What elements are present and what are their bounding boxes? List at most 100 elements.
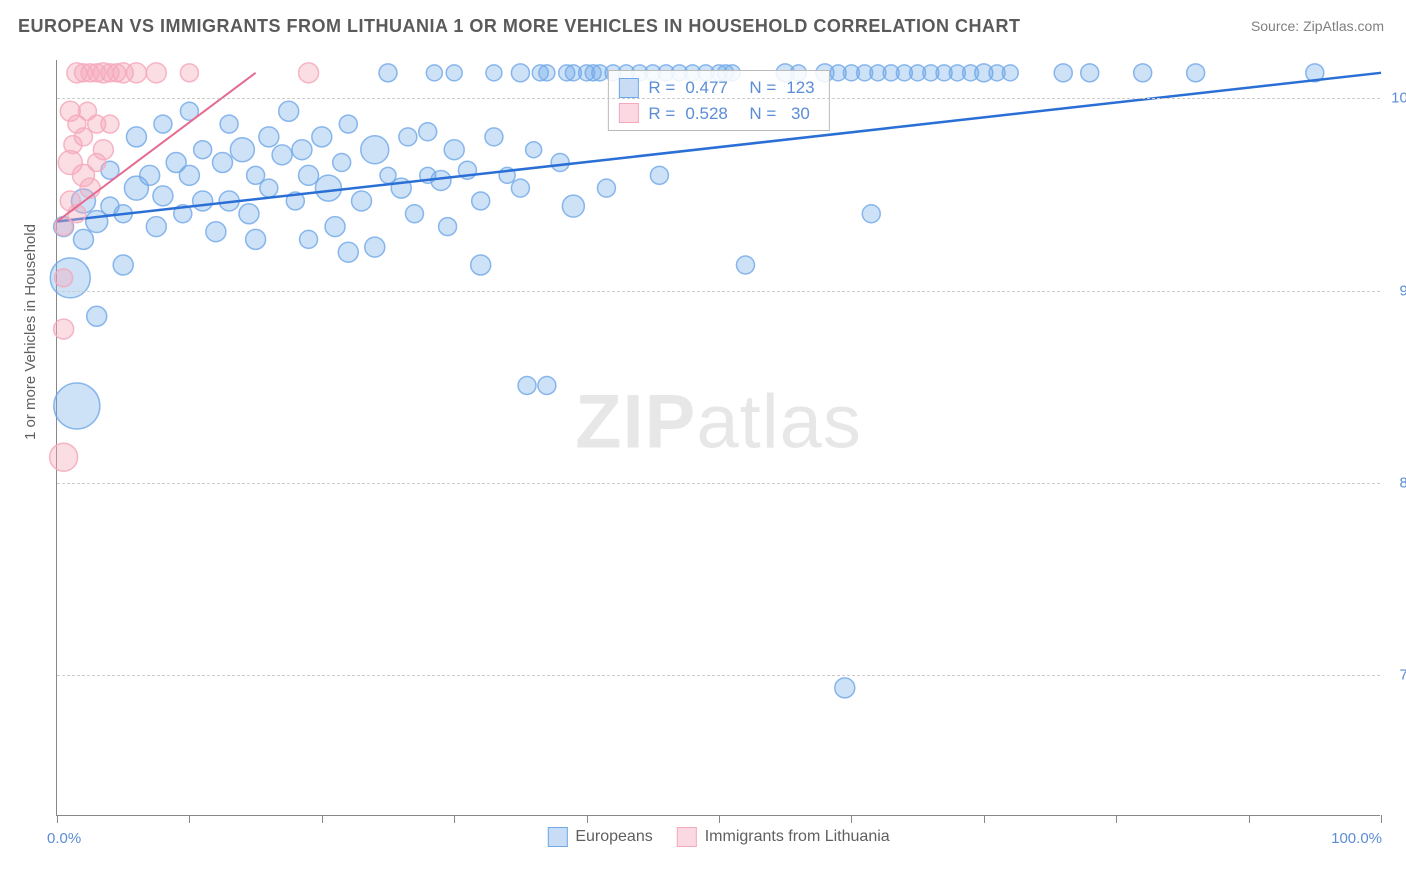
data-point bbox=[180, 64, 198, 82]
data-point bbox=[338, 242, 358, 262]
data-point bbox=[206, 222, 226, 242]
x-axis-tick bbox=[322, 815, 323, 823]
data-point bbox=[246, 229, 266, 249]
data-point bbox=[862, 205, 880, 223]
data-point bbox=[193, 191, 213, 211]
data-point bbox=[526, 142, 542, 158]
data-point bbox=[259, 127, 279, 147]
data-point bbox=[562, 195, 584, 217]
data-point bbox=[339, 115, 357, 133]
series-legend-item: Europeans bbox=[547, 827, 652, 847]
data-point bbox=[486, 65, 502, 81]
data-point bbox=[315, 175, 341, 201]
x-axis-tick bbox=[1116, 815, 1117, 823]
data-point bbox=[539, 65, 555, 81]
data-point bbox=[379, 64, 397, 82]
x-axis-tick bbox=[454, 815, 455, 823]
x-axis-label-max: 100.0% bbox=[1331, 830, 1382, 847]
data-point bbox=[113, 255, 133, 275]
stats-legend: R = 0.477 N = 123R =0.528N = 30 bbox=[607, 70, 829, 131]
y-axis-tick-label: 92.5% bbox=[1399, 282, 1406, 299]
data-point bbox=[472, 192, 490, 210]
data-point bbox=[239, 204, 259, 224]
data-point bbox=[333, 154, 351, 172]
data-point bbox=[55, 269, 73, 287]
data-point bbox=[1134, 64, 1152, 82]
n-value: 30 bbox=[786, 101, 810, 127]
data-point bbox=[126, 63, 146, 83]
legend-swatch bbox=[677, 827, 697, 847]
n-label: N = bbox=[749, 101, 776, 127]
y-axis-tick-label: 77.5% bbox=[1399, 667, 1406, 684]
data-point bbox=[361, 136, 389, 164]
data-point bbox=[736, 256, 754, 274]
series-legend-item: Immigrants from Lithuania bbox=[677, 827, 890, 847]
data-point bbox=[230, 138, 254, 162]
data-point bbox=[260, 179, 278, 197]
legend-swatch bbox=[618, 103, 638, 123]
data-point bbox=[1187, 64, 1205, 82]
data-point bbox=[835, 678, 855, 698]
data-point bbox=[365, 237, 385, 257]
x-axis-tick bbox=[719, 815, 720, 823]
x-axis-tick bbox=[189, 815, 190, 823]
chart-area: ZIPatlas R =0.477N =123R =0.528N = 30 0.… bbox=[56, 60, 1380, 816]
data-point bbox=[126, 127, 146, 147]
data-point bbox=[471, 255, 491, 275]
series-legend-label: Immigrants from Lithuania bbox=[705, 828, 890, 846]
chart-title: EUROPEAN VS IMMIGRANTS FROM LITHUANIA 1 … bbox=[18, 16, 1021, 37]
data-point bbox=[485, 128, 503, 146]
data-point bbox=[538, 376, 556, 394]
y-axis-tick-label: 85.0% bbox=[1399, 474, 1406, 491]
y-axis-title: 1 or more Vehicles in Household bbox=[22, 224, 39, 440]
x-axis-tick bbox=[57, 815, 58, 823]
data-point bbox=[597, 179, 615, 197]
data-point bbox=[93, 140, 113, 160]
data-point bbox=[179, 165, 199, 185]
stats-legend-row: R =0.477N =123 bbox=[618, 75, 814, 101]
data-point bbox=[511, 64, 529, 82]
data-point bbox=[431, 170, 451, 190]
plot-svg bbox=[57, 60, 1380, 815]
x-axis-tick bbox=[984, 815, 985, 823]
x-axis-tick bbox=[851, 815, 852, 823]
series-legend-label: Europeans bbox=[575, 828, 652, 846]
data-point bbox=[146, 63, 166, 83]
source-label: Source: ZipAtlas.com bbox=[1251, 18, 1384, 34]
data-point bbox=[292, 140, 312, 160]
data-point bbox=[300, 230, 318, 248]
data-point bbox=[194, 141, 212, 159]
data-point bbox=[220, 115, 238, 133]
data-point bbox=[213, 153, 233, 173]
r-label: R = bbox=[648, 75, 675, 101]
data-point bbox=[1002, 65, 1018, 81]
gridline bbox=[57, 675, 1380, 676]
data-point bbox=[272, 145, 292, 165]
n-value: 123 bbox=[786, 75, 814, 101]
gridline bbox=[57, 291, 1380, 292]
data-point bbox=[312, 127, 332, 147]
chart-container: EUROPEAN VS IMMIGRANTS FROM LITHUANIA 1 … bbox=[0, 0, 1406, 892]
data-point bbox=[551, 154, 569, 172]
r-value: 0.477 bbox=[685, 75, 739, 101]
data-point bbox=[1054, 64, 1072, 82]
data-point bbox=[50, 443, 78, 471]
y-axis-tick-label: 100.0% bbox=[1391, 90, 1406, 107]
data-point bbox=[518, 376, 536, 394]
data-point bbox=[444, 140, 464, 160]
data-point bbox=[650, 166, 668, 184]
gridline bbox=[57, 483, 1380, 484]
data-point bbox=[439, 218, 457, 236]
data-point bbox=[153, 186, 173, 206]
data-point bbox=[101, 115, 119, 133]
gridline bbox=[57, 98, 1380, 99]
data-point bbox=[154, 115, 172, 133]
stats-legend-row: R =0.528N = 30 bbox=[618, 101, 814, 127]
data-point bbox=[54, 383, 100, 429]
data-point bbox=[87, 306, 107, 326]
data-point bbox=[426, 65, 442, 81]
data-point bbox=[325, 217, 345, 237]
data-point bbox=[299, 165, 319, 185]
data-point bbox=[146, 217, 166, 237]
r-label: R = bbox=[648, 101, 675, 127]
